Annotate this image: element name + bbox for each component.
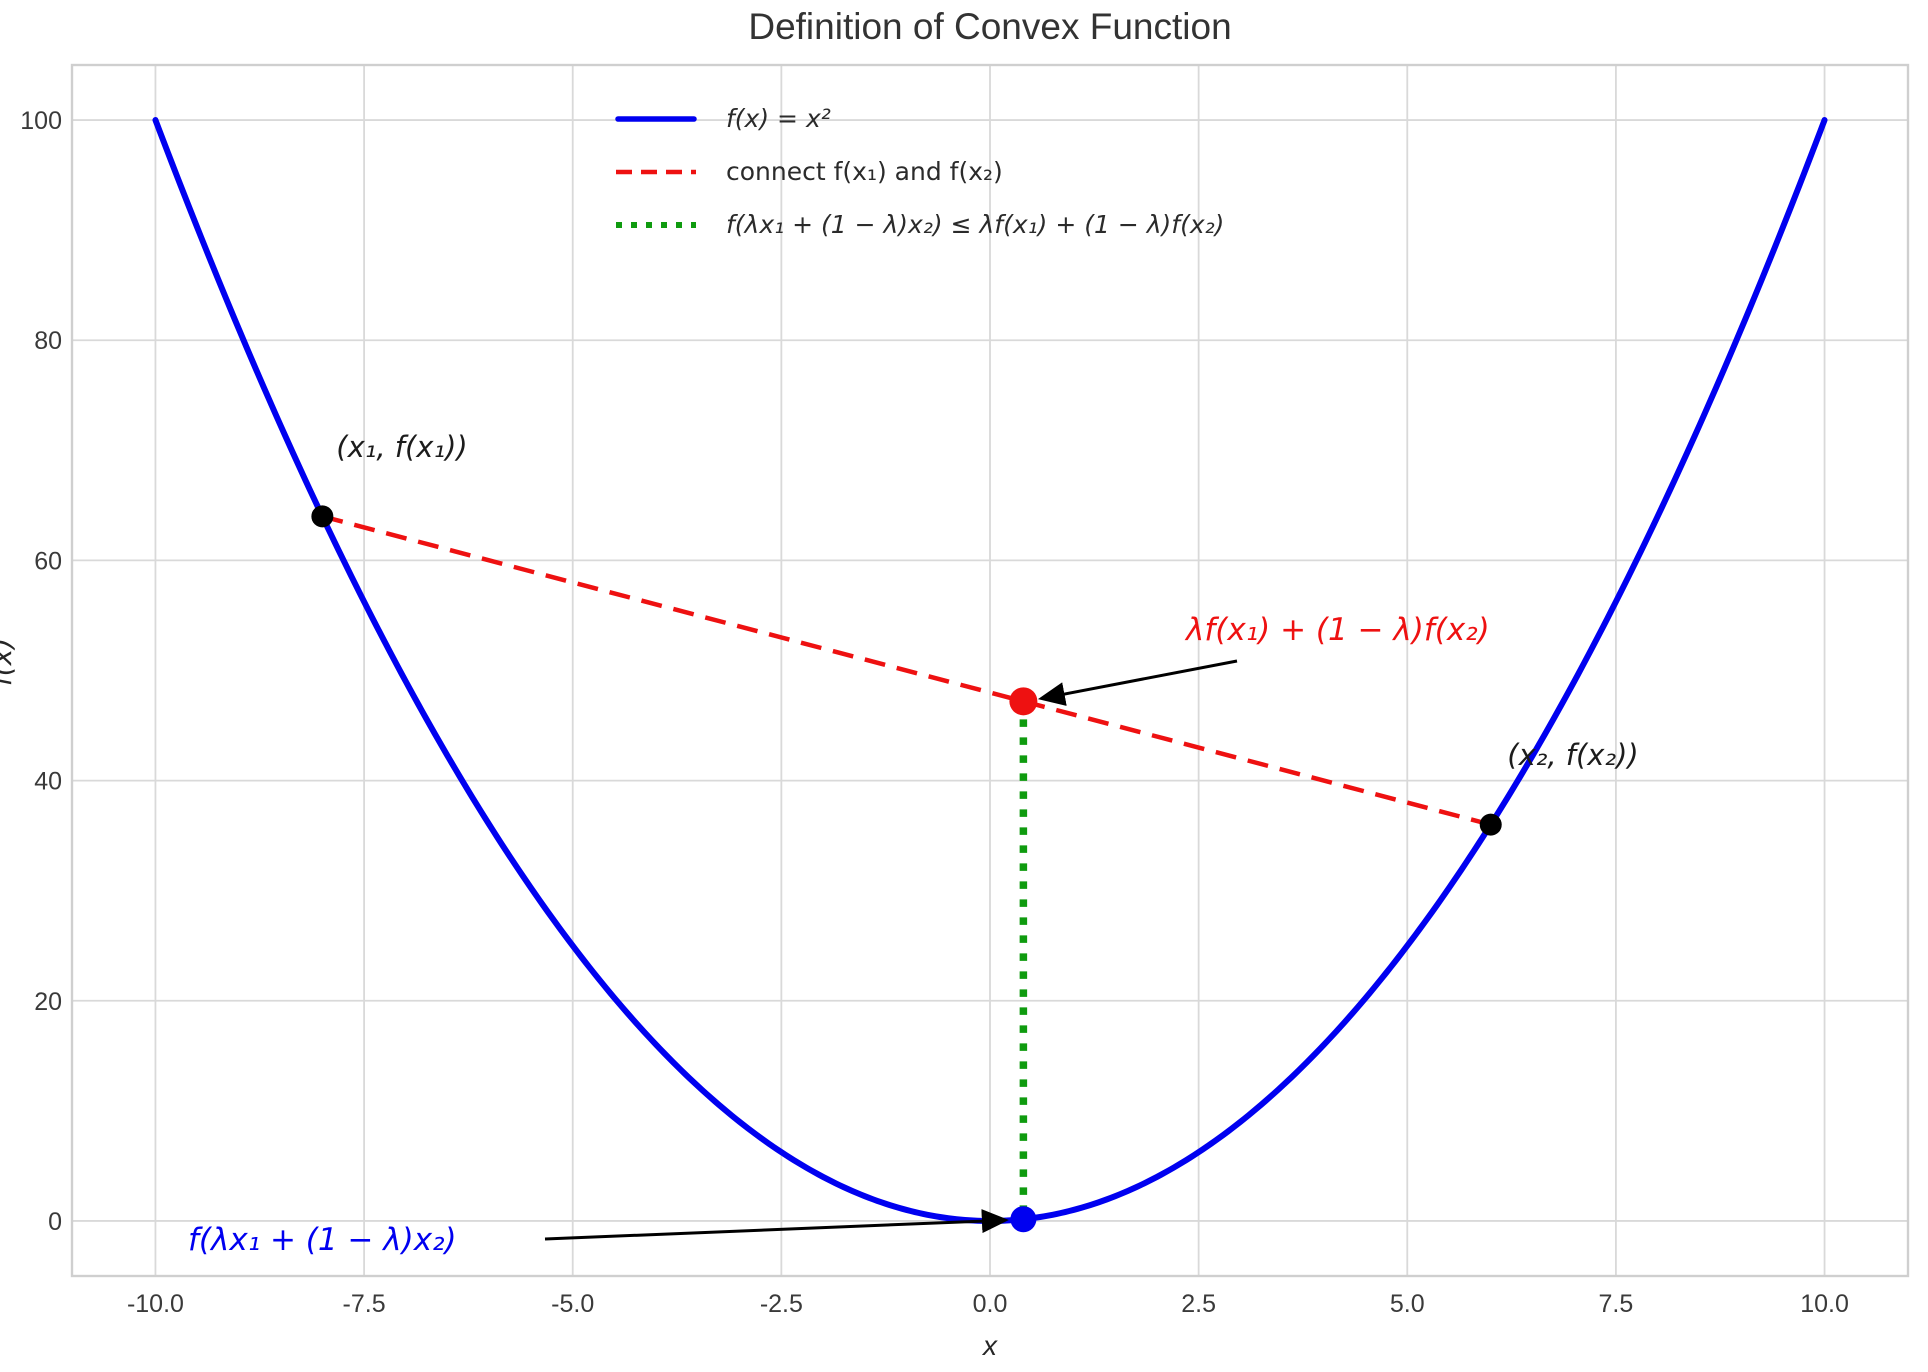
y-tick-label: 80 <box>34 327 62 355</box>
legend-label-chord: connect f(x₁) and f(x₂) <box>726 157 1003 186</box>
y-tick-label: 100 <box>20 107 62 135</box>
y-axis-label: f(x) <box>0 637 18 687</box>
x-tick-label: 0.0 <box>973 1290 1008 1318</box>
y-tick-label: 20 <box>34 988 62 1016</box>
y-tick-label: 40 <box>34 768 62 796</box>
tick-labels: -10.0 -7.5 -5.0 -2.5 0.0 2.5 5.0 7.5 10.0 0 20 40 60… <box>20 107 1849 1318</box>
x-axis-label: x <box>983 1330 997 1361</box>
y-tick-label: 0 <box>48 1208 62 1236</box>
grid-lines <box>72 65 1908 1276</box>
y-tick-label: 60 <box>34 547 62 575</box>
data-point <box>311 505 334 528</box>
data-point <box>1010 1206 1037 1233</box>
legend-line-solid-blue <box>615 115 697 122</box>
point1-label: (x₁, f(x₁)) <box>336 430 468 464</box>
data-point <box>1479 813 1502 836</box>
x-tick-label: 2.5 <box>1181 1290 1216 1318</box>
x-tick-label: 10.0 <box>1800 1290 1849 1318</box>
x-tick-label: -10.0 <box>127 1290 184 1318</box>
arrow-to-chord-point <box>1037 659 1238 706</box>
legend-line-dotted-green <box>616 221 696 228</box>
axes-spines <box>70 63 1910 1278</box>
point2-label: (x₂, f(x₂)) <box>1507 738 1639 772</box>
x-tick-label: 7.5 <box>1599 1290 1634 1318</box>
data-points <box>311 505 1502 1233</box>
chord-line <box>321 514 1492 827</box>
legend-entry-curve: f(x) = x² <box>612 92 1224 145</box>
legend-entry-inequality: f(λx₁ + (1 − λ)x₂) ≤ λf(x₁) + (1 − λ)f(x… <box>612 198 1224 251</box>
x-tick-label: -2.5 <box>760 1290 803 1318</box>
x-tick-label: -5.0 <box>551 1290 594 1318</box>
x-tick-label: -7.5 <box>343 1290 386 1318</box>
legend-entry-chord: connect f(x₁) and f(x₂) <box>612 145 1224 198</box>
function-value-annotation: f(λx₁ + (1 − λ)x₂) <box>188 1222 457 1258</box>
chord-value-annotation: λf(x₁) + (1 − λ)f(x₂) <box>1186 612 1490 648</box>
data-point <box>1009 687 1038 716</box>
legend-line-dashed-red <box>616 169 696 174</box>
legend: f(x) = x² connect f(x₁) and f(x₂) f(λx₁ … <box>612 92 1224 251</box>
plot-border <box>70 63 1910 1278</box>
legend-label-curve: f(x) = x² <box>726 104 831 133</box>
x-tick-label: 5.0 <box>1390 1290 1425 1318</box>
annotation-arrows <box>544 659 1238 1241</box>
arrow-to-function-point <box>544 1209 1009 1241</box>
chart-title: Definition of Convex Function <box>748 6 1232 47</box>
legend-label-inequality: f(λx₁ + (1 − λ)x₂) ≤ λf(x₁) + (1 − λ)f(x… <box>726 210 1225 239</box>
